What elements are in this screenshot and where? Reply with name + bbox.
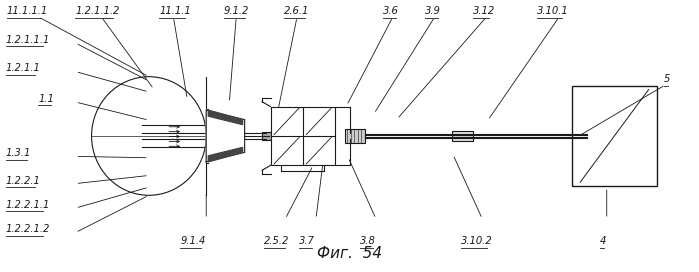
Text: 3.9: 3.9 xyxy=(425,6,441,16)
Text: 5: 5 xyxy=(664,74,670,84)
Text: Фиг.  54: Фиг. 54 xyxy=(317,246,382,261)
Text: 11.1.1: 11.1.1 xyxy=(159,6,191,16)
Text: 3.6: 3.6 xyxy=(383,6,399,16)
Text: 9.1.2: 9.1.2 xyxy=(224,6,249,16)
Text: 1.2.2.1.2: 1.2.2.1.2 xyxy=(6,224,50,234)
Polygon shape xyxy=(208,147,243,162)
Polygon shape xyxy=(208,110,243,125)
Text: 3.10.1: 3.10.1 xyxy=(537,6,568,16)
Bar xyxy=(271,107,335,165)
Text: 1.2.1.1.1: 1.2.1.1.1 xyxy=(6,35,50,45)
Bar xyxy=(572,86,657,186)
Text: 4: 4 xyxy=(600,236,606,246)
Text: 2.5.2: 2.5.2 xyxy=(264,236,289,246)
Text: 2.6.1: 2.6.1 xyxy=(284,6,309,16)
Text: 1.2.1.1.2: 1.2.1.1.2 xyxy=(75,6,120,16)
Text: 3.7: 3.7 xyxy=(299,236,315,246)
Text: 1.2.2.1.1: 1.2.2.1.1 xyxy=(6,200,50,210)
Polygon shape xyxy=(206,110,245,162)
Text: 11.1.1.1: 11.1.1.1 xyxy=(7,6,48,16)
Text: 3.12: 3.12 xyxy=(473,6,495,16)
Bar xyxy=(345,129,365,143)
Bar xyxy=(262,132,271,140)
Text: 1.1: 1.1 xyxy=(38,94,55,104)
Text: 3.8: 3.8 xyxy=(360,236,376,246)
Text: 3.10.2: 3.10.2 xyxy=(461,236,493,246)
Text: 9.1.4: 9.1.4 xyxy=(180,236,206,246)
Text: 1.2.1.1: 1.2.1.1 xyxy=(6,63,41,73)
Text: 1.2.2.1: 1.2.2.1 xyxy=(6,175,41,186)
Bar xyxy=(452,131,473,141)
Text: 1.3.1: 1.3.1 xyxy=(6,148,31,158)
